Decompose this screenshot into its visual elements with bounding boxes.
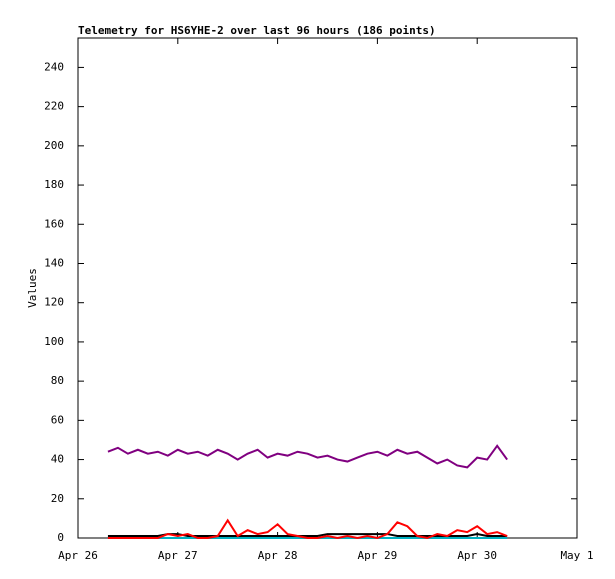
x-tick-label: Apr 30 [457,549,497,562]
series-line [107,518,508,540]
x-tick-label: Apr 26 [58,549,98,562]
series-line [107,444,508,469]
series-line [107,533,508,538]
x-tick-label: Apr 28 [258,549,298,562]
y-tick-label: 200 [44,139,64,152]
plot-frame [77,37,578,539]
y-tick-label: 220 [44,100,64,113]
y-tick-label: 40 [51,453,64,466]
x-tick-label: May 1 [560,549,593,562]
y-axis-label: Values [26,268,39,308]
y-tick-label: 80 [51,374,64,387]
y-tick-label: 180 [44,178,64,191]
y-tick-label: 100 [44,335,64,348]
y-tick-label: 140 [44,256,64,269]
y-tick-label: 120 [44,296,64,309]
x-tick-label: Apr 27 [158,549,198,562]
y-tick-label: 160 [44,217,64,230]
x-tick-label: Apr 29 [358,549,398,562]
y-tick-label: 20 [51,492,64,505]
chart-title: Telemetry for HS6YHE-2 over last 96 hour… [78,24,436,37]
y-tick-label: 0 [57,531,64,544]
y-tick-label: 240 [44,60,64,73]
y-tick-label: 60 [51,413,64,426]
